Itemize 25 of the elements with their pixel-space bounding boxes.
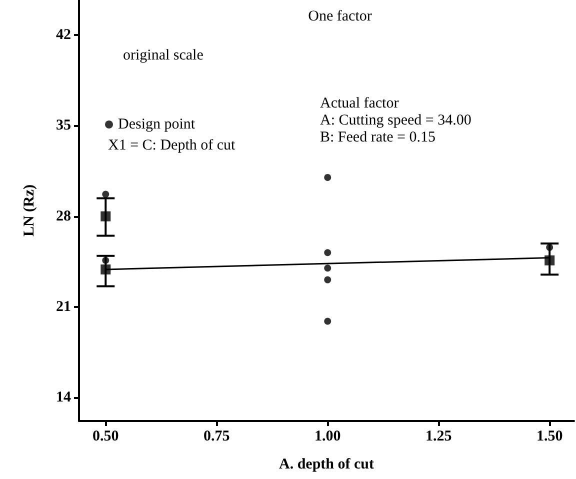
- y-tick-label: 42: [56, 26, 71, 43]
- point: [324, 249, 332, 256]
- legend-label: Design point: [118, 116, 196, 132]
- annotation: X1 = C: Depth of cut: [108, 138, 236, 154]
- text: One factor: [308, 8, 372, 24]
- annotation: B: Feed rate = 0.15: [320, 130, 436, 146]
- x-axis-title: A. depth of cut: [278, 456, 374, 472]
- x-tick-label: 1.25: [425, 428, 452, 444]
- annotation: A: Cutting speed = 34.00: [320, 112, 472, 128]
- x-tick-label: 0.50: [92, 428, 119, 444]
- x-tick-label: 0.75: [204, 428, 230, 444]
- point: [324, 276, 332, 284]
- point: [102, 190, 110, 198]
- annotation: Actual factor: [320, 96, 399, 112]
- y-tick-label: 35: [56, 118, 71, 134]
- y-axis-title: LN (Rz): [22, 184, 38, 237]
- y-tick-label: 21: [56, 299, 71, 316]
- y-tick-label: 14: [56, 390, 72, 406]
- point: [324, 174, 332, 181]
- point: [324, 264, 332, 272]
- y-tick-label: 28: [56, 208, 71, 224]
- x-tick-label: 1.00: [314, 428, 341, 444]
- x-tick-label: 1.50: [536, 428, 563, 444]
- annotation: original scale: [123, 48, 204, 64]
- point: [324, 318, 332, 325]
